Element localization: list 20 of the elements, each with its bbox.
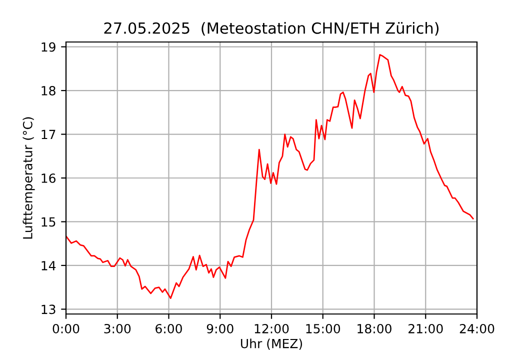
x-tick-label: 6:00 <box>156 324 182 334</box>
y-tick-label: 16 <box>42 173 56 183</box>
y-axis-title: Lufttemperatur (°C) <box>22 117 35 239</box>
y-tick-label: 14 <box>42 261 56 270</box>
y-tick-label: 18 <box>42 86 56 96</box>
x-tick-label: 3:00 <box>104 324 131 334</box>
x-tick-label: 21:00 <box>408 324 443 334</box>
x-tick-label: 12:00 <box>254 324 289 334</box>
x-axis-title: Uhr (MEZ) <box>240 338 302 350</box>
y-tick-label: 13 <box>42 304 56 314</box>
y-tick-label: 15 <box>42 217 56 227</box>
x-tick-label: 18:00 <box>358 324 392 334</box>
x-tick-label: 9:00 <box>206 324 234 334</box>
x-tick-label: 0:00 <box>52 324 80 334</box>
y-tick-label: 19 <box>42 42 56 52</box>
x-tick-label: 24:00 <box>460 324 494 334</box>
x-tick-label: 15:00 <box>306 324 340 334</box>
line-series <box>66 54 474 299</box>
chart-title: 27.05.2025 (Meteostation CHN/ETH Zürich) <box>104 22 439 36</box>
y-tick-label: 17 <box>42 130 56 140</box>
